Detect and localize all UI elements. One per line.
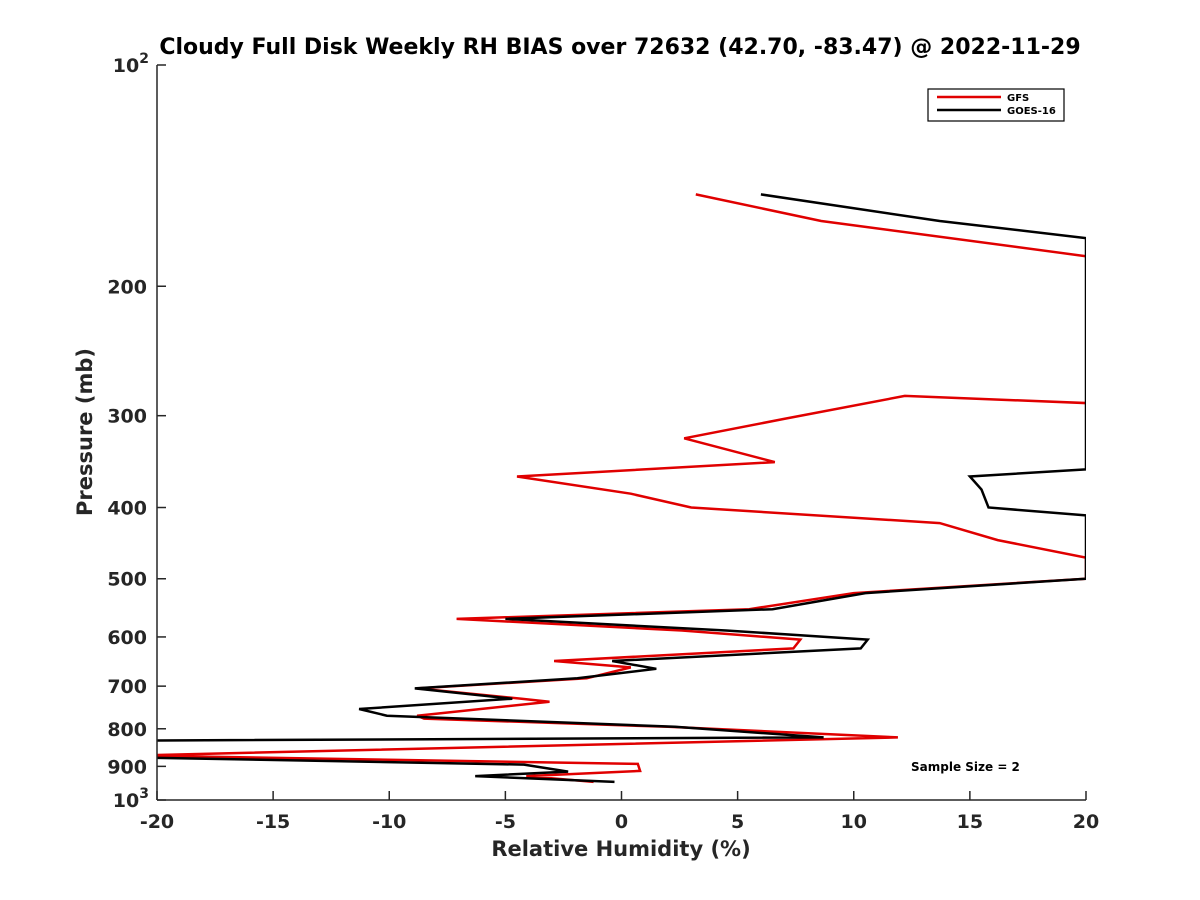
series-layer — [157, 193, 1086, 784]
y-tick-label: 600 — [107, 627, 147, 649]
legend-label-goes16: GOES-16 — [1007, 106, 1056, 117]
sample-size-annotation: Sample Size = 2 — [911, 760, 1020, 774]
y-ticks: 102 200 300 400 500 600 700 800 900 103 — [107, 51, 166, 812]
y-tick-label: 102 — [113, 51, 149, 77]
x-ticks: -20 -15 -10 -5 0 5 10 15 20 — [140, 791, 1099, 833]
x-tick-label: 15 — [957, 811, 983, 833]
series-line-gfs — [157, 193, 1086, 784]
y-tick-label: 500 — [107, 569, 147, 591]
y-axis-label: Pressure (mb) — [73, 348, 97, 516]
y-tick-label: 400 — [107, 498, 147, 520]
legend: GFS GOES-16 — [927, 88, 1065, 122]
series-line-goes16 — [157, 193, 1086, 784]
x-tick-label: -20 — [140, 811, 174, 833]
y-tick-label: 700 — [107, 676, 147, 698]
x-tick-label: 5 — [731, 811, 744, 833]
x-tick-label: 20 — [1073, 811, 1099, 833]
chart-title: Cloudy Full Disk Weekly RH BIAS over 726… — [159, 35, 1080, 60]
y-tick-label: 900 — [107, 756, 147, 778]
y-tick-label: 800 — [107, 719, 147, 741]
y-tick-label: 103 — [113, 786, 149, 812]
x-tick-label: -10 — [372, 811, 406, 833]
x-tick-label: 10 — [841, 811, 867, 833]
y-tick-label: 300 — [107, 406, 147, 428]
y-tick-label: 200 — [107, 276, 147, 298]
x-tick-label: -5 — [495, 811, 516, 833]
legend-label-gfs: GFS — [1007, 93, 1029, 104]
x-axis-label: Relative Humidity (%) — [491, 837, 750, 861]
legend-box — [927, 88, 1065, 122]
x-tick-label: 0 — [615, 811, 628, 833]
x-tick-label: -15 — [256, 811, 290, 833]
